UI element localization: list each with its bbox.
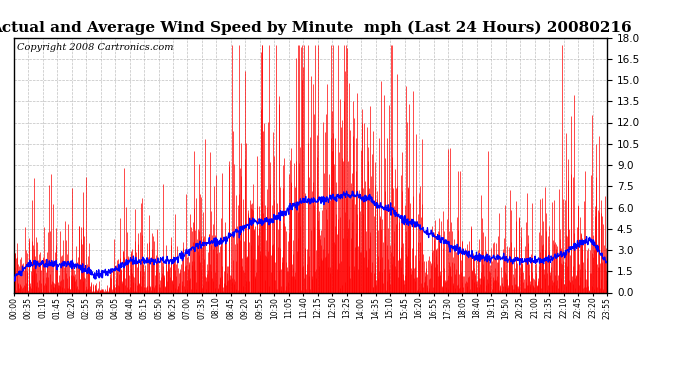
Title: Actual and Average Wind Speed by Minute  mph (Last 24 Hours) 20080216: Actual and Average Wind Speed by Minute … bbox=[0, 21, 631, 35]
Text: Copyright 2008 Cartronics.com: Copyright 2008 Cartronics.com bbox=[17, 43, 173, 52]
